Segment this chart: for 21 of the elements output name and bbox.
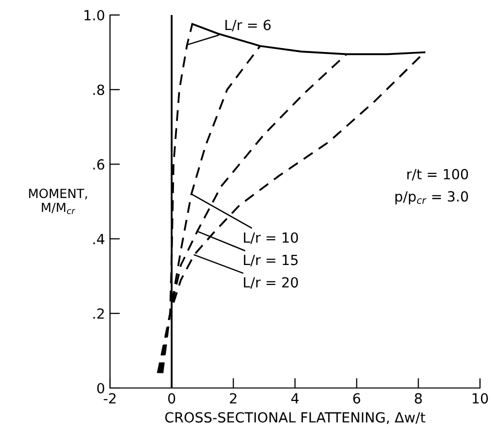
annotation: L/r = 15	[244, 254, 298, 266]
x-tick-label: 2	[230, 393, 236, 404]
y-tick-label: .2	[93, 308, 104, 319]
y-tick-label: .8	[93, 84, 104, 96]
annotation: L/r = 20	[244, 277, 298, 289]
x-axis-title: CROSS-SECTIONAL FLATTENING, Δw/t	[165, 412, 426, 424]
x-tick-label: 8	[414, 393, 422, 404]
annotation: p/p$_{cr}$ = 3.0	[395, 191, 468, 204]
x-tick-label: 0	[168, 393, 176, 404]
y-tick-label: .4	[93, 234, 104, 244]
y-axis-title: MOMENT, M/M$_{cr}$	[29, 188, 87, 214]
x-tick-label: 10	[472, 393, 488, 404]
annotation: L/r = 10	[244, 232, 298, 244]
x-tick-label: -2	[104, 393, 116, 404]
y-tick-label: 0	[97, 382, 104, 394]
annotation: r/t = 100	[407, 168, 468, 181]
x-tick-label: 6	[353, 393, 360, 404]
annotation: L/r = 6	[225, 20, 271, 32]
x-tick-label: 4	[291, 393, 299, 404]
y-tick-label: 1.0	[84, 10, 104, 20]
y-tick-label: .6	[93, 159, 104, 170]
